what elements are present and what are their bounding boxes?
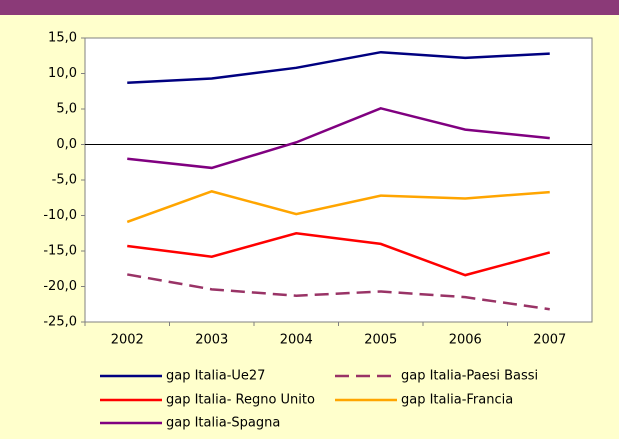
x-tick-label: 2003 (195, 333, 228, 348)
series-line (127, 273, 550, 311)
legend-label: gap Italia-Ue27 (166, 369, 265, 384)
series-line (127, 231, 551, 277)
y-tick-label: 5,0 (56, 102, 77, 117)
legend-label: gap Italia-Spagna (166, 416, 280, 431)
x-tick-label: 2004 (280, 333, 313, 348)
series-line (127, 106, 550, 170)
y-tick-label: 10,0 (48, 66, 77, 81)
plot-area (84, 37, 593, 323)
series-line (127, 50, 550, 84)
y-tick-label: -10,0 (43, 208, 77, 223)
y-tick-label: -15,0 (43, 244, 77, 259)
legend-label: gap Italia-Paesi Bassi (401, 369, 538, 384)
x-tick-label: 2005 (364, 333, 397, 348)
x-tick-label: 2006 (449, 333, 482, 348)
legend-label: gap Italia- Regno Unito (166, 393, 315, 408)
legend-label: gap Italia-Francia (401, 393, 513, 408)
y-tick-label: 0,0 (56, 137, 77, 152)
series-line (126, 190, 550, 224)
y-tick-label: 15,0 (48, 31, 77, 46)
y-tick-label: -20,0 (43, 279, 77, 294)
y-tick-label: -25,0 (43, 315, 77, 330)
y-tick-label: -5,0 (52, 173, 77, 188)
x-tick-label: 2007 (533, 333, 566, 348)
x-tick-label: 2002 (111, 333, 144, 348)
header-bar (0, 0, 619, 15)
